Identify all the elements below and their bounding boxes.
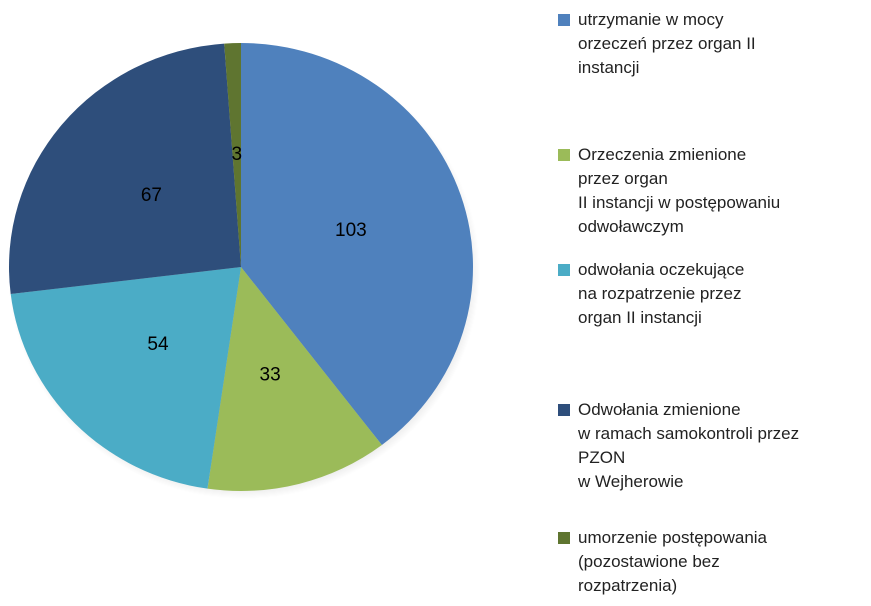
data-label: 3	[232, 144, 243, 165]
data-label: 67	[141, 185, 162, 206]
pie-slice	[8, 43, 241, 295]
pie-slice	[207, 267, 382, 491]
pie-slice	[241, 43, 474, 445]
legend-label: Odwołania zmienione w ramach samokontrol…	[578, 400, 800, 491]
legend-label: umorzenie postępowania (pozostawione bez…	[578, 528, 768, 595]
legend-swatch	[558, 404, 570, 416]
legend-label: utrzymanie w mocy orzeczeń przez organ I…	[578, 10, 756, 77]
data-label: 54	[147, 334, 169, 355]
pie-area: 103 33 54 67 3	[8, 43, 480, 499]
data-label: 103	[335, 220, 367, 241]
pie-slice	[10, 267, 241, 489]
legend-swatch	[558, 149, 570, 161]
legend-label: odwołania oczekujące na rozpatrzenie prz…	[578, 260, 745, 327]
legend-label: Orzeczenia zmienione przez organ II inst…	[578, 145, 781, 236]
legend-swatch	[558, 264, 570, 276]
legend-swatch	[558, 14, 570, 26]
data-label: 33	[260, 364, 281, 385]
legend-swatch	[558, 532, 570, 544]
pie-slice	[224, 43, 241, 267]
